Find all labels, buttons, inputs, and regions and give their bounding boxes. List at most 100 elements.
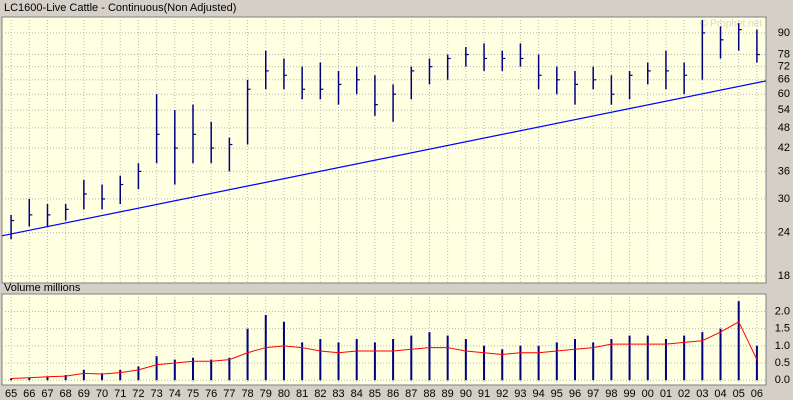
volume-bar xyxy=(46,376,49,381)
volume-bar xyxy=(337,342,340,381)
volume-bar xyxy=(755,345,758,381)
x-tick-label: 92 xyxy=(496,388,508,400)
x-tick-label: 82 xyxy=(314,388,326,400)
y-tick-label: 72 xyxy=(778,61,790,73)
x-tick-label: 97 xyxy=(587,388,599,400)
volume-bar xyxy=(664,338,667,381)
x-tick-label: 99 xyxy=(623,388,635,400)
volume-bar xyxy=(737,301,740,381)
volume-bar xyxy=(228,357,231,381)
chart-title: LC1600-Live Cattle - Continuous(Non Adju… xyxy=(4,2,236,14)
x-tick-label: 89 xyxy=(442,388,454,400)
x-tick-label: 79 xyxy=(260,388,272,400)
volume-bar xyxy=(501,349,504,381)
x-tick-label: 80 xyxy=(278,388,290,400)
x-tick-label: 70 xyxy=(96,388,108,400)
x-tick-label: 95 xyxy=(551,388,563,400)
volume-bar xyxy=(155,356,158,381)
x-tick-label: 86 xyxy=(387,388,399,400)
x-tick-label: 88 xyxy=(423,388,435,400)
x-tick-label: 91 xyxy=(478,388,490,400)
volume-bar xyxy=(101,373,104,381)
volume-bar xyxy=(592,342,595,381)
volume-bar xyxy=(628,335,631,381)
y-tick-label: 0.5 xyxy=(775,357,790,369)
x-tick-label: 01 xyxy=(660,388,672,400)
volume-bar xyxy=(574,338,576,381)
y-tick-label: 2.0 xyxy=(775,305,790,317)
volume-bar xyxy=(28,377,31,381)
x-tick-label: 65 xyxy=(5,388,17,400)
x-tick-label: 93 xyxy=(514,388,526,400)
y-tick-label: 60 xyxy=(778,88,790,100)
volume-bar xyxy=(410,335,413,381)
y-tick-label: 18 xyxy=(778,270,790,282)
y-tick-label: 42 xyxy=(778,142,790,154)
x-tick-label: 94 xyxy=(532,388,544,400)
x-tick-label: 85 xyxy=(369,388,381,400)
volume-bar xyxy=(10,378,13,381)
x-tick-label: 66 xyxy=(23,388,35,400)
y-tick-label: 66 xyxy=(778,74,790,86)
volume-bar xyxy=(483,345,486,381)
x-tick-label: 83 xyxy=(332,388,344,400)
volume-bar xyxy=(137,366,140,381)
y-tick-label: 54 xyxy=(778,104,790,116)
x-tick-label: 67 xyxy=(41,388,53,400)
x-tick-label: 03 xyxy=(696,388,708,400)
volume-bar xyxy=(355,338,358,381)
volume-bar xyxy=(610,338,613,381)
x-tick-label: 98 xyxy=(605,388,617,400)
x-tick-label: 69 xyxy=(78,388,90,400)
y-tick-label: 24 xyxy=(778,227,790,239)
volume-bar xyxy=(173,359,176,381)
volume-bar xyxy=(373,342,376,381)
x-tick-label: 05 xyxy=(733,388,745,400)
x-tick-label: 73 xyxy=(150,388,162,400)
volume-bar xyxy=(701,332,704,381)
x-tick-label: 84 xyxy=(351,388,363,400)
x-tick-label: 68 xyxy=(60,388,72,400)
y-tick-label: 36 xyxy=(778,165,790,177)
volume-bar xyxy=(246,328,249,381)
volume-bar xyxy=(555,342,558,381)
watermark: © Prophet.net xyxy=(700,19,762,30)
volume-bar xyxy=(210,359,213,381)
x-tick-label: 90 xyxy=(460,388,472,400)
y-tick-label: 78 xyxy=(778,48,790,60)
x-tick-label: 04 xyxy=(714,388,726,400)
volume-bar xyxy=(464,338,467,381)
volume-bar xyxy=(646,335,649,381)
x-tick-label: 77 xyxy=(223,388,235,400)
volume-bar xyxy=(64,375,67,381)
volume-average xyxy=(11,321,758,379)
x-tick-label: 75 xyxy=(187,388,199,400)
y-tick-label: 90 xyxy=(778,27,790,39)
volume-bar xyxy=(519,345,522,381)
volume-bar xyxy=(119,369,122,381)
volume-bar xyxy=(282,321,285,381)
volume-bar xyxy=(301,342,304,381)
volume-bar xyxy=(192,357,194,381)
volume-bar xyxy=(537,345,540,381)
volume-bar xyxy=(446,335,449,381)
x-tick-label: 87 xyxy=(405,388,417,400)
y-tick-label: 48 xyxy=(778,122,790,134)
y-tick-label: 1.5 xyxy=(775,323,790,335)
volume-bar xyxy=(82,369,85,381)
y-tick-label: 0.0 xyxy=(775,374,790,386)
x-tick-label: 00 xyxy=(642,388,654,400)
volume-bar xyxy=(319,338,322,381)
x-tick-label: 74 xyxy=(169,388,181,400)
x-tick-label: 76 xyxy=(205,388,217,400)
volume-bar xyxy=(683,335,686,381)
x-tick-label: 71 xyxy=(114,388,126,400)
trendline xyxy=(1,80,767,237)
volume-bar xyxy=(428,332,431,381)
volume-bar xyxy=(392,338,395,381)
x-tick-label: 96 xyxy=(569,388,581,400)
x-tick-label: 81 xyxy=(296,388,308,400)
volume-panel xyxy=(1,293,767,386)
y-tick-label: 30 xyxy=(778,193,790,205)
